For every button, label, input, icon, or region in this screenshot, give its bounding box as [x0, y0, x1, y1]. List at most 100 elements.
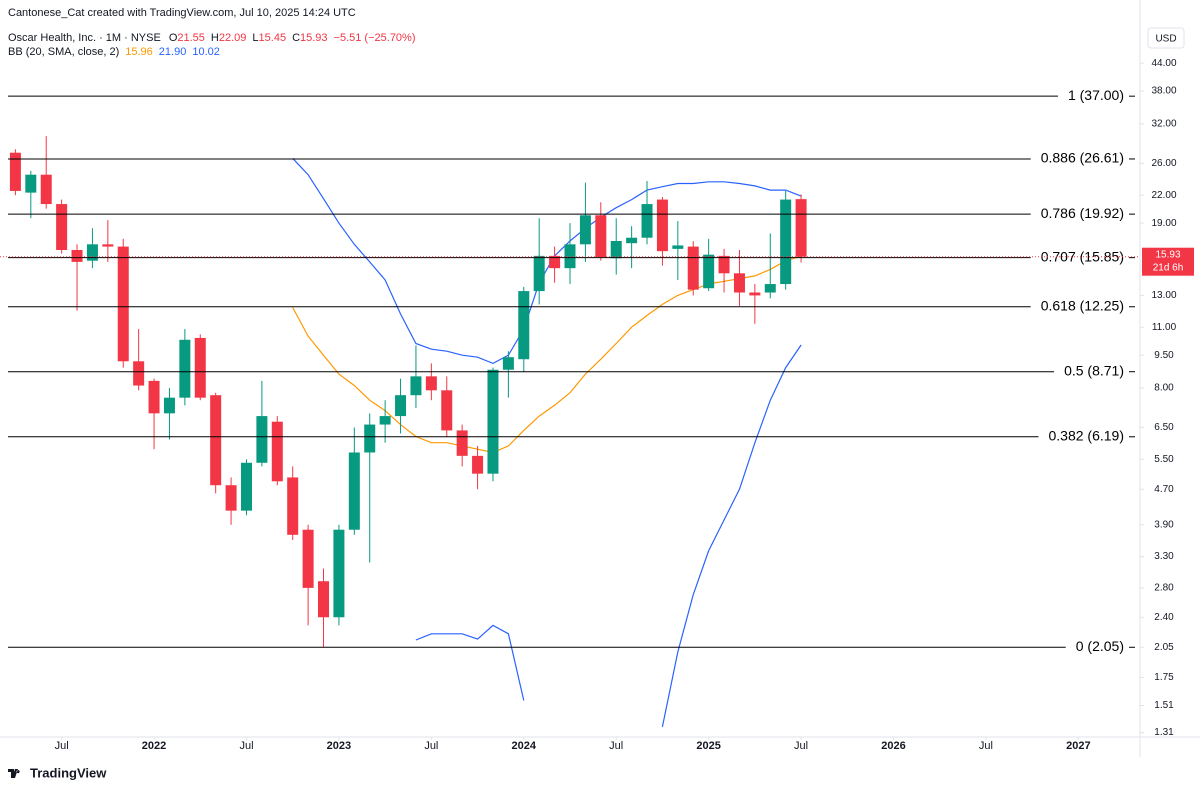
countdown: 21d 6h — [1153, 262, 1184, 273]
footer-brand: TradingView — [30, 765, 107, 780]
y-tick-label: 2.80 — [1154, 583, 1174, 594]
x-tick-label: Jul — [424, 740, 438, 752]
y-tick-label: 3.90 — [1154, 519, 1174, 530]
candle-body — [302, 529, 314, 588]
level-label: 0 (2.05) — [1076, 638, 1124, 654]
candle-body — [672, 245, 684, 249]
x-tick-label: 2024 — [512, 740, 537, 752]
y-tick-label: 26.00 — [1151, 158, 1176, 169]
currency[interactable]: USD — [1155, 34, 1176, 45]
y-tick-label: 6.50 — [1154, 422, 1174, 433]
candle-body — [410, 376, 422, 396]
plot-area — [9, 136, 807, 728]
indicator-value: 21.90 — [159, 46, 187, 58]
currency-box[interactable] — [1147, 27, 1185, 49]
y-tick-label: 19.00 — [1151, 218, 1176, 229]
level-label: 0.618 (12.25) — [1041, 297, 1124, 313]
candle-body — [333, 529, 345, 618]
candle-body — [502, 357, 514, 370]
change: −5.51 (−25.70%) — [334, 32, 416, 44]
candle-body — [749, 292, 761, 296]
y-tick-label: 2.40 — [1154, 612, 1174, 623]
candle-body — [595, 215, 607, 258]
candle-body — [86, 244, 98, 261]
candle-body — [687, 246, 699, 290]
x-tick-label: Jul — [55, 740, 69, 752]
candle-body — [133, 361, 145, 386]
level-label: 0.5 (8.71) — [1064, 362, 1124, 378]
candle-body — [256, 416, 268, 463]
candle-body — [641, 204, 653, 238]
candle-body — [163, 397, 175, 414]
y-tick-label: 11.00 — [1152, 322, 1177, 333]
candle-body — [40, 174, 52, 205]
x-tick-label: 2022 — [142, 740, 166, 752]
candle-body — [240, 462, 252, 511]
candle-body — [102, 244, 114, 247]
ohlc-letter: H — [211, 32, 219, 44]
ohlc-value: 22.09 — [219, 32, 247, 44]
last-price-label: 15.93 — [1155, 249, 1180, 260]
y-tick-label: 4.70 — [1154, 484, 1174, 495]
y-tick-label: 1.31 — [1154, 727, 1174, 738]
candle-body — [795, 199, 807, 257]
candle-body — [441, 390, 453, 431]
candle-body — [25, 174, 37, 193]
x-tick-label: Jul — [239, 740, 253, 752]
candle-body — [379, 416, 391, 425]
y-tick-label: 32.00 — [1151, 118, 1176, 129]
y-tick-label: 3.30 — [1154, 551, 1174, 562]
bb-basis — [292, 255, 802, 454]
ohlc-value: 15.93 — [300, 32, 328, 44]
candle-body — [271, 421, 283, 482]
candle-body — [549, 255, 561, 269]
x-tick-label: 2027 — [1066, 740, 1090, 752]
y-tick-label: 13.00 — [1151, 290, 1176, 301]
ohlc-letter: O — [169, 32, 178, 44]
indicator-value: 10.02 — [192, 46, 220, 58]
candle-body — [780, 199, 792, 285]
y-tick-label: 5.50 — [1154, 454, 1174, 465]
candle-body — [626, 237, 638, 244]
candle-body — [487, 369, 499, 474]
indicator-legend: BB (20, SMA, close, 2) 15.96 21.90 10.02 — [8, 46, 220, 58]
ohlc-letter: C — [292, 32, 300, 44]
candle-body — [364, 424, 376, 453]
y-tick-label: 2.05 — [1154, 642, 1174, 653]
y-tick-label: 1.51 — [1154, 700, 1174, 711]
candle-body — [318, 581, 330, 618]
candle-body — [348, 452, 360, 530]
candle-body — [472, 455, 484, 474]
candle-body — [56, 204, 68, 251]
ohlc-value: 15.45 — [259, 32, 287, 44]
indicator-value: 15.96 — [125, 46, 153, 58]
logo-icon — [8, 769, 20, 778]
candle-body — [764, 284, 776, 293]
x-tick-label: 2026 — [881, 740, 905, 752]
candle-body — [579, 215, 591, 245]
candle-body — [287, 477, 299, 535]
candle-body — [518, 291, 530, 360]
x-tick-label: Jul — [794, 740, 808, 752]
candle-body — [533, 255, 545, 292]
candle-body — [733, 273, 745, 293]
y-tick-label: 44.00 — [1151, 58, 1176, 69]
y-tick-label: 38.00 — [1151, 86, 1176, 97]
level-label: 1 (37.00) — [1068, 87, 1124, 103]
candle-body — [395, 395, 407, 417]
y-tick-label: 8.00 — [1154, 383, 1174, 394]
candle-body — [425, 376, 437, 391]
candle-body — [656, 199, 668, 252]
y-tick-label: 22.00 — [1151, 190, 1176, 201]
candle-body — [71, 250, 83, 262]
last-price-tag — [1142, 247, 1194, 276]
bb-lower — [415, 344, 802, 728]
indicator-name: BB (20, SMA, close, 2) — [8, 46, 119, 58]
y-tick-label: 1.75 — [1154, 672, 1174, 683]
ohlc-value: 21.55 — [177, 32, 205, 44]
candle-body — [9, 152, 21, 191]
x-tick-label: 2025 — [696, 740, 720, 752]
candle-body — [610, 240, 622, 259]
credit: Cantonese_Cat created with TradingView.c… — [8, 7, 356, 19]
level-label: 0.382 (6.19) — [1049, 427, 1125, 443]
